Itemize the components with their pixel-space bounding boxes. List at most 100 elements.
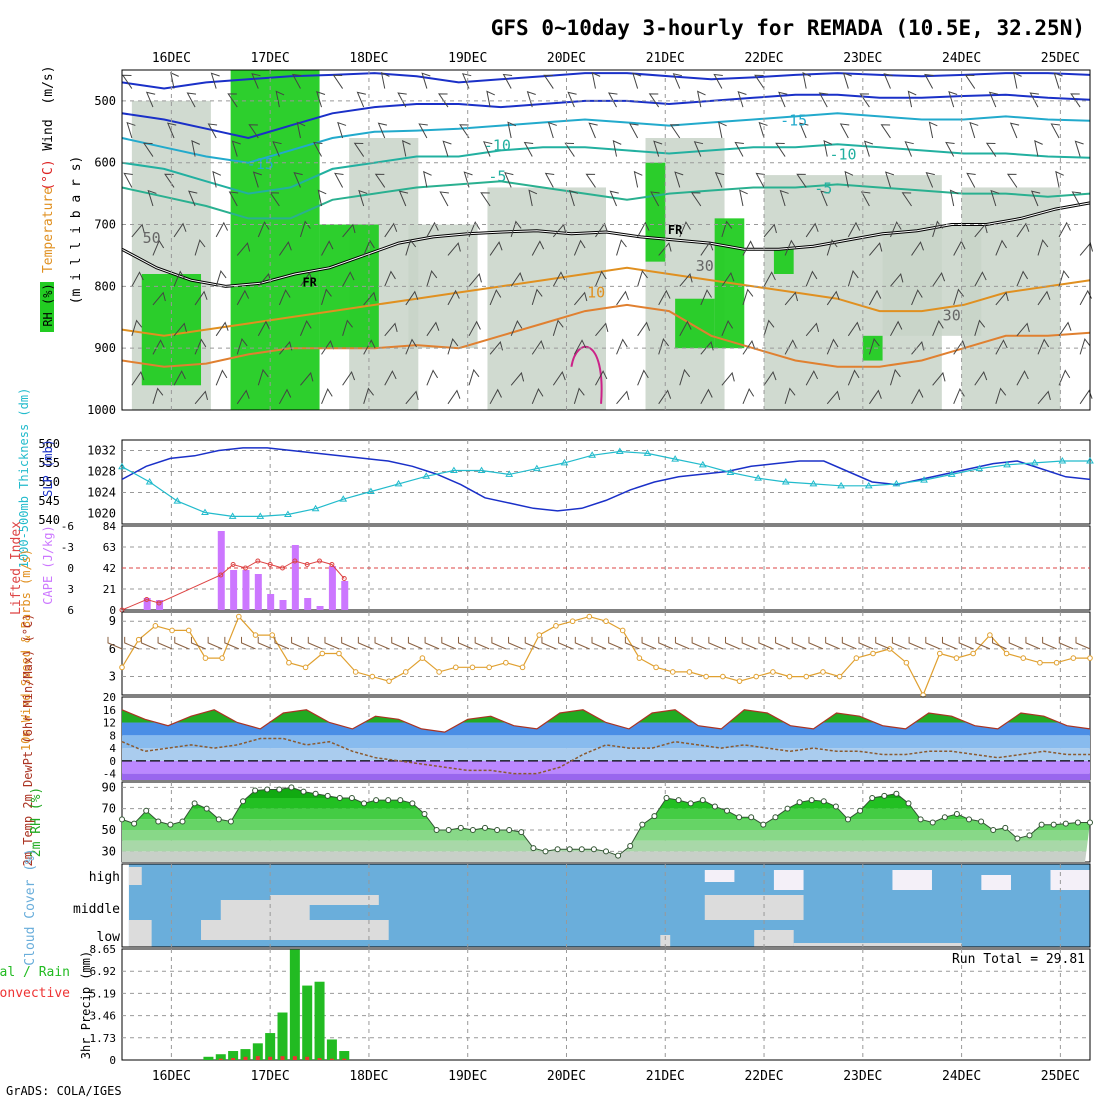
slp-thickness-ylabel-left: 1000-500mb Thickness (dm) (17, 388, 31, 569)
wind-barb (868, 389, 882, 405)
wind10-point (252, 632, 259, 638)
thickness-point (173, 497, 182, 504)
wind-barb (679, 221, 691, 238)
wind-barb (173, 270, 186, 287)
wind-barb (763, 319, 775, 336)
rh2m-point (615, 852, 622, 859)
wind10-barb (1025, 636, 1041, 650)
wind-barb (784, 291, 799, 306)
wind-barb (995, 339, 1008, 355)
rh2m-band (122, 851, 1090, 862)
wind-barb (700, 341, 714, 355)
wind10-barb (908, 636, 924, 650)
wind10-barb (624, 636, 640, 650)
wind-barb (573, 239, 586, 256)
precip-tick-label: 1.73 (90, 1032, 117, 1045)
top-date-label: 16DEC (152, 51, 191, 66)
thickness-point (1058, 457, 1067, 464)
wind-barb (860, 191, 871, 207)
wind10-barb (374, 636, 390, 650)
wind10-point (1087, 655, 1093, 661)
wind10-barb (775, 636, 790, 650)
wind-barb (911, 388, 924, 405)
wind-barb (932, 371, 946, 386)
wind-barb (459, 124, 470, 139)
rh2m-point (361, 800, 367, 807)
wind-barb (215, 369, 228, 386)
rh2m-point (227, 818, 234, 825)
cape-bar (267, 594, 275, 610)
wind-barb (194, 338, 207, 355)
wind-barb (321, 240, 334, 256)
rh2m-point (167, 821, 174, 828)
slp-tick-label: 1028 (87, 465, 116, 479)
wind10-point (619, 627, 626, 634)
contour-label: -15 (780, 112, 807, 130)
wind-barb (588, 122, 598, 139)
wind10-point (803, 673, 810, 680)
wind-barb (272, 141, 282, 157)
wind-barb (293, 172, 303, 188)
wind-barb (552, 271, 566, 287)
wind-barb (248, 124, 259, 139)
precip-frame (121, 948, 1091, 1061)
wind-barb (779, 189, 789, 207)
wind-barb (468, 368, 480, 386)
rh2m-point (1026, 832, 1033, 839)
wind-barb (236, 289, 250, 306)
top-date-label: 23DEC (843, 51, 882, 66)
wind-barb (1016, 222, 1030, 238)
wind10-barb (157, 636, 173, 650)
wind10-barb (457, 636, 473, 650)
wind-barb (363, 339, 376, 355)
wind-barb (426, 321, 440, 337)
thickness-tick-label: 545 (38, 494, 60, 508)
bottom-date-label: 16DEC (152, 1069, 191, 1084)
thickness-point (920, 476, 928, 483)
wind10-point (503, 659, 509, 666)
rh2m-point (772, 814, 779, 821)
wind-barb (616, 239, 627, 256)
top-date-label: 20DEC (547, 51, 586, 66)
wind-barb (1006, 173, 1018, 188)
wind10-point (853, 655, 860, 661)
rh2m-point (155, 818, 162, 825)
wind-barb (609, 190, 619, 207)
thickness-point (781, 478, 790, 485)
rh2m-point (881, 792, 888, 799)
wind-barb (637, 369, 649, 386)
profile-tick-label: 700 (94, 218, 116, 232)
precip-legend-total: Total / Rain (0, 965, 70, 980)
wind-barb (826, 390, 841, 405)
wind10-point (536, 632, 543, 638)
rh2m-tick-label: 50 (102, 823, 116, 837)
thickness-point (754, 474, 762, 481)
precip-convective-bar (305, 1056, 310, 1060)
cape-bar (254, 574, 262, 610)
precip-convective-bar (255, 1056, 260, 1060)
wind-barb (1016, 370, 1029, 386)
wind10-barb (224, 636, 240, 650)
wind-barb (805, 270, 818, 287)
wind10-point (152, 623, 159, 629)
rh2m-point (433, 827, 440, 833)
wind-barb (637, 321, 651, 337)
thickness-point (975, 464, 984, 472)
wind-barb (489, 388, 502, 405)
rh2m-point (663, 795, 670, 801)
rh2m-point (179, 818, 186, 825)
wind-barb (461, 73, 472, 89)
wind-barb (468, 273, 482, 287)
wind10-barb (524, 636, 540, 650)
wind-barb (252, 171, 262, 188)
lifted-index-point (242, 565, 248, 571)
lifted-index-point (304, 562, 310, 567)
wind-barb (637, 269, 648, 287)
thickness-point (532, 464, 541, 472)
wind-barb (573, 387, 585, 404)
wind-barb (616, 338, 628, 355)
precip-tick-label: 5.19 (90, 987, 117, 1000)
wind-barb (945, 141, 955, 157)
rh2m-point (590, 846, 597, 853)
